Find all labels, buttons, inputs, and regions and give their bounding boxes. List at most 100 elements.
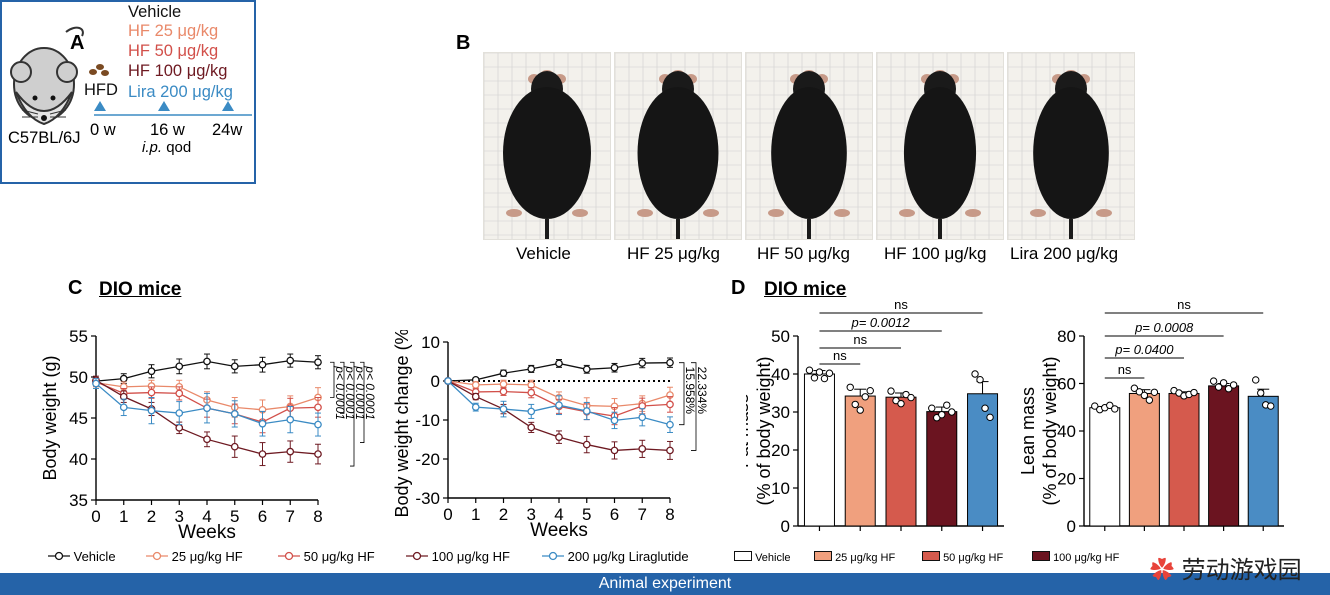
strain-label: C57BL/6J <box>8 129 81 147</box>
y-tick-label: 80 <box>1057 327 1076 346</box>
bar <box>1247 395 1279 527</box>
data-point <box>1214 383 1223 391</box>
data-point <box>286 356 295 365</box>
data-point <box>887 387 895 395</box>
data-point <box>928 404 936 412</box>
data-point <box>943 401 951 409</box>
legend-c-hf25: 25 μg/kg HF <box>146 549 243 564</box>
data-point <box>119 403 128 412</box>
bar <box>967 393 999 527</box>
legend-c-lira: 200 μg/kg Liraglutide <box>542 549 689 564</box>
y-tick-label: 10 <box>771 479 790 498</box>
data-point <box>610 416 619 425</box>
significance-bracket <box>350 361 355 467</box>
data-point <box>314 420 322 429</box>
x-tick-label: 2 <box>499 505 508 524</box>
data-point <box>555 359 563 368</box>
group-vehicle: Vehicle <box>128 3 182 21</box>
significance-label: ns <box>894 297 908 312</box>
bar <box>1168 392 1200 527</box>
data-point <box>610 446 619 455</box>
y-axis-label-line: Lean mass <box>1018 387 1038 475</box>
data-point <box>1140 391 1149 400</box>
significance-label: 15.958% <box>683 367 697 415</box>
y-tick-label: 55 <box>69 327 88 346</box>
timeline-0w: 0 w <box>90 121 116 139</box>
data-point <box>175 362 184 371</box>
significance-label: ns <box>833 348 847 363</box>
data-point <box>981 404 989 412</box>
data-point <box>499 387 508 396</box>
y-tick-label: 0 <box>431 372 440 391</box>
mouse-photo-4 <box>876 52 1004 240</box>
mouse-paw <box>965 209 981 217</box>
x-tick-label: 8 <box>665 505 674 524</box>
data-point <box>820 374 829 383</box>
data-point <box>92 379 100 388</box>
y-tick-label: 20 <box>771 441 790 460</box>
significance-label: ns <box>1177 297 1191 312</box>
data-point <box>499 380 508 388</box>
data-point <box>147 406 156 415</box>
mouse-photo-1 <box>483 52 611 240</box>
y-tick-label: 35 <box>69 491 88 510</box>
y-tick-label: 40 <box>1057 422 1076 441</box>
bar <box>1208 385 1240 527</box>
y-axis-label: Lean mass (% of body weight) <box>1018 356 1060 505</box>
y-axis-label-line: (% of body weight) <box>1040 356 1060 505</box>
x-tick-label: 5 <box>230 507 239 526</box>
photo-label-2: HF 25 μg/kg <box>627 244 720 263</box>
data-point <box>897 399 905 408</box>
y-tick-label: 20 <box>1057 470 1076 489</box>
y-tick-label: 50 <box>69 368 88 387</box>
y-tick-label: 40 <box>771 365 790 384</box>
mouse-paw <box>572 209 588 217</box>
legend-c-hf100: 100 μg/kg HF <box>406 549 510 564</box>
mouse-photo-drawing <box>877 53 1003 239</box>
data-point <box>527 388 536 397</box>
data-point <box>1224 385 1233 393</box>
legend-d-hf25: 25 μg/kg HF <box>814 551 895 564</box>
data-point <box>286 447 295 456</box>
data-point <box>230 362 239 371</box>
data-point <box>230 410 239 418</box>
mouse-photo-3 <box>745 52 873 240</box>
data-point <box>638 413 647 422</box>
mouse-paw <box>1096 209 1112 217</box>
data-point <box>258 360 267 369</box>
panel-label-c: C <box>68 277 83 299</box>
data-point <box>555 433 563 442</box>
group-hf50: HF 50 μg/kg <box>128 42 219 60</box>
data-point <box>1190 388 1198 397</box>
data-point <box>175 389 184 398</box>
data-point <box>638 445 647 453</box>
mouse-paw <box>834 209 850 217</box>
y-tick-label: 60 <box>1057 375 1076 394</box>
data-point <box>1111 405 1119 413</box>
photo-label-3: HF 50 μg/kg <box>757 244 850 263</box>
data-point <box>1091 402 1099 410</box>
data-point <box>582 440 591 449</box>
data-point <box>971 370 979 378</box>
group-hf25: HF 25 μg/kg <box>128 22 219 40</box>
data-point <box>666 446 674 455</box>
data-point <box>666 400 674 409</box>
data-point <box>976 376 984 384</box>
panel-label-a: A <box>70 32 85 54</box>
data-point <box>203 404 211 413</box>
food-pellets-icon <box>89 64 109 76</box>
data-point <box>527 423 536 432</box>
data-point <box>230 442 239 451</box>
group-lira: Lira 200 μg/kg <box>128 83 233 101</box>
significance-label: p= 0.0400 <box>1114 342 1174 357</box>
mouse-paw <box>1030 209 1046 217</box>
data-point <box>810 374 819 382</box>
mouse-photo-drawing <box>484 53 610 239</box>
data-point <box>846 383 854 392</box>
significance-label: p< 0.0001 <box>333 365 347 420</box>
data-point <box>1130 384 1139 392</box>
legend-c-vehicle: Vehicle <box>48 549 116 564</box>
data-point <box>1106 401 1114 410</box>
